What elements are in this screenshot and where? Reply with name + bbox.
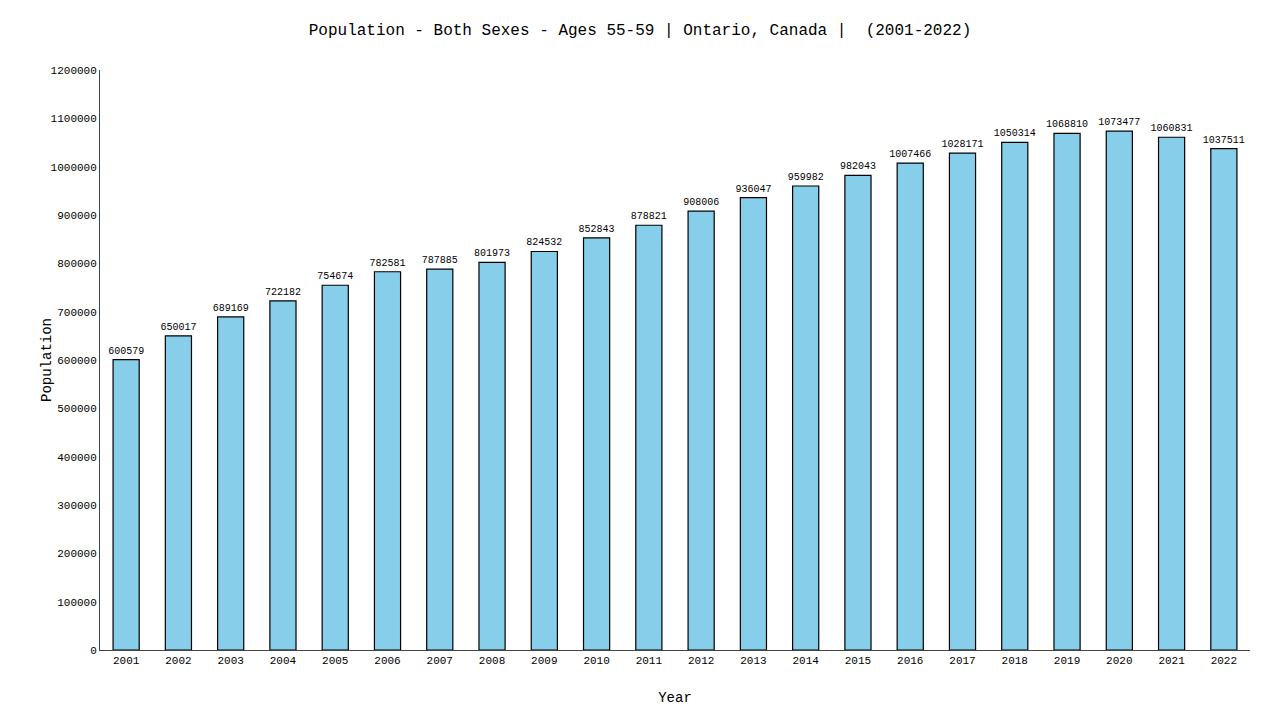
svg-text:2013: 2013	[740, 655, 766, 667]
svg-text:787885: 787885	[422, 255, 458, 266]
svg-text:2004: 2004	[270, 655, 297, 667]
svg-text:2014: 2014	[792, 655, 819, 667]
svg-text:200000: 200000	[57, 548, 97, 560]
svg-text:2005: 2005	[322, 655, 348, 667]
svg-text:754674: 754674	[317, 271, 353, 282]
svg-text:1007466: 1007466	[889, 149, 931, 160]
svg-text:650017: 650017	[160, 322, 196, 333]
svg-text:2001: 2001	[113, 655, 140, 667]
svg-text:878821: 878821	[631, 211, 667, 222]
svg-text:2018: 2018	[1002, 655, 1028, 667]
svg-text:852843: 852843	[579, 224, 615, 235]
svg-text:824532: 824532	[526, 237, 562, 248]
svg-text:1000000: 1000000	[51, 162, 97, 174]
svg-text:2019: 2019	[1054, 655, 1080, 667]
svg-text:1028171: 1028171	[941, 139, 983, 150]
svg-text:2002: 2002	[165, 655, 191, 667]
svg-text:2015: 2015	[845, 655, 871, 667]
svg-text:1037511: 1037511	[1203, 135, 1245, 146]
svg-text:700000: 700000	[57, 307, 97, 319]
svg-text:2007: 2007	[427, 655, 453, 667]
svg-text:Population: Population	[39, 318, 55, 402]
svg-text:600579: 600579	[108, 346, 144, 357]
svg-text:Population - Both Sexes - Ages: Population - Both Sexes - Ages 55-59 | O…	[309, 22, 972, 40]
svg-text:100000: 100000	[57, 597, 97, 609]
svg-text:2011: 2011	[636, 655, 663, 667]
svg-text:1060831: 1060831	[1151, 123, 1193, 134]
svg-text:2012: 2012	[688, 655, 714, 667]
svg-text:936047: 936047	[735, 184, 771, 195]
svg-text:2020: 2020	[1106, 655, 1132, 667]
svg-text:2017: 2017	[949, 655, 975, 667]
svg-text:1073477: 1073477	[1098, 117, 1140, 128]
svg-text:600000: 600000	[57, 355, 97, 367]
svg-text:959982: 959982	[788, 172, 824, 183]
svg-text:2003: 2003	[217, 655, 243, 667]
svg-text:982043: 982043	[840, 161, 876, 172]
svg-text:500000: 500000	[57, 403, 97, 415]
svg-text:400000: 400000	[57, 452, 97, 464]
svg-text:2010: 2010	[583, 655, 609, 667]
svg-text:1050314: 1050314	[994, 128, 1036, 139]
svg-text:2008: 2008	[479, 655, 505, 667]
svg-text:801973: 801973	[474, 248, 510, 259]
svg-text:1200000: 1200000	[51, 65, 97, 77]
svg-text:908006: 908006	[683, 197, 719, 208]
svg-text:800000: 800000	[57, 258, 97, 270]
svg-text:782581: 782581	[369, 258, 405, 269]
svg-text:900000: 900000	[57, 210, 97, 222]
svg-text:2009: 2009	[531, 655, 557, 667]
svg-text:2006: 2006	[374, 655, 400, 667]
svg-text:2021: 2021	[1158, 655, 1185, 667]
svg-text:300000: 300000	[57, 500, 97, 512]
svg-text:2022: 2022	[1211, 655, 1237, 667]
svg-text:Year: Year	[658, 690, 692, 706]
svg-text:689169: 689169	[213, 303, 249, 314]
svg-text:0: 0	[90, 645, 97, 657]
svg-text:2016: 2016	[897, 655, 923, 667]
svg-text:1100000: 1100000	[51, 113, 97, 125]
svg-text:1068810: 1068810	[1046, 119, 1088, 130]
svg-text:722182: 722182	[265, 287, 301, 298]
